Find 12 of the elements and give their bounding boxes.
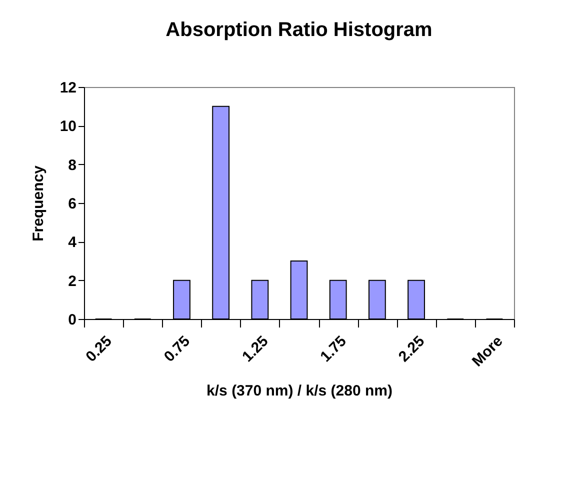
y-axis-title: Frequency	[30, 164, 47, 242]
x-tick-label: 0.25	[82, 332, 116, 366]
x-tick-label: 0.75	[160, 332, 194, 366]
y-tick-label: 6	[68, 196, 76, 212]
y-tick-label: 10	[60, 118, 76, 136]
y-tick-label: 2	[68, 272, 76, 290]
y-tick-label: 8	[68, 156, 76, 174]
chart-title: Absorption Ratio Histogram	[166, 19, 432, 41]
x-axis-title: k/s (370 nm) / k/s (280 nm)	[206, 382, 392, 400]
y-tick-label: 4	[68, 234, 78, 252]
y-tick-label: 12	[60, 80, 76, 96]
y-tick-label: 0	[68, 312, 76, 328]
